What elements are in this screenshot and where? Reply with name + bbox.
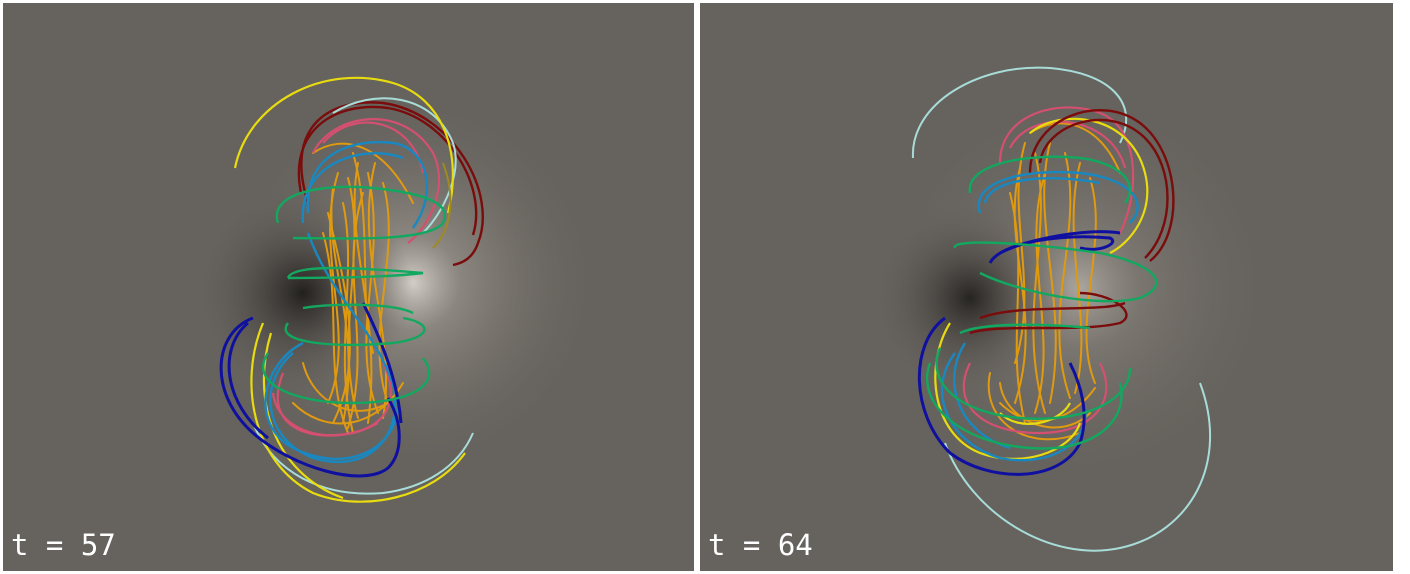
green-loops	[925, 155, 1158, 450]
dark-red-arcs	[297, 101, 484, 267]
time-label: t = 57	[11, 528, 116, 562]
pink-loops	[962, 106, 1135, 435]
time-label: t = 64	[708, 528, 813, 562]
dark-red-arcs	[969, 108, 1175, 335]
render-panel-t64: t = 64	[700, 3, 1393, 571]
blue-loops	[264, 141, 428, 464]
dark-blue-loops	[219, 302, 403, 478]
field-line-render-left	[3, 3, 694, 571]
render-panel-t57: t = 57	[3, 3, 694, 571]
olive-arc	[432, 162, 452, 249]
orange-flux-bundle	[292, 142, 414, 434]
cyan-arcs	[911, 66, 1211, 552]
green-loops	[262, 185, 446, 405]
dark-blue-loops	[917, 230, 1121, 476]
field-line-render-right	[700, 3, 1393, 571]
